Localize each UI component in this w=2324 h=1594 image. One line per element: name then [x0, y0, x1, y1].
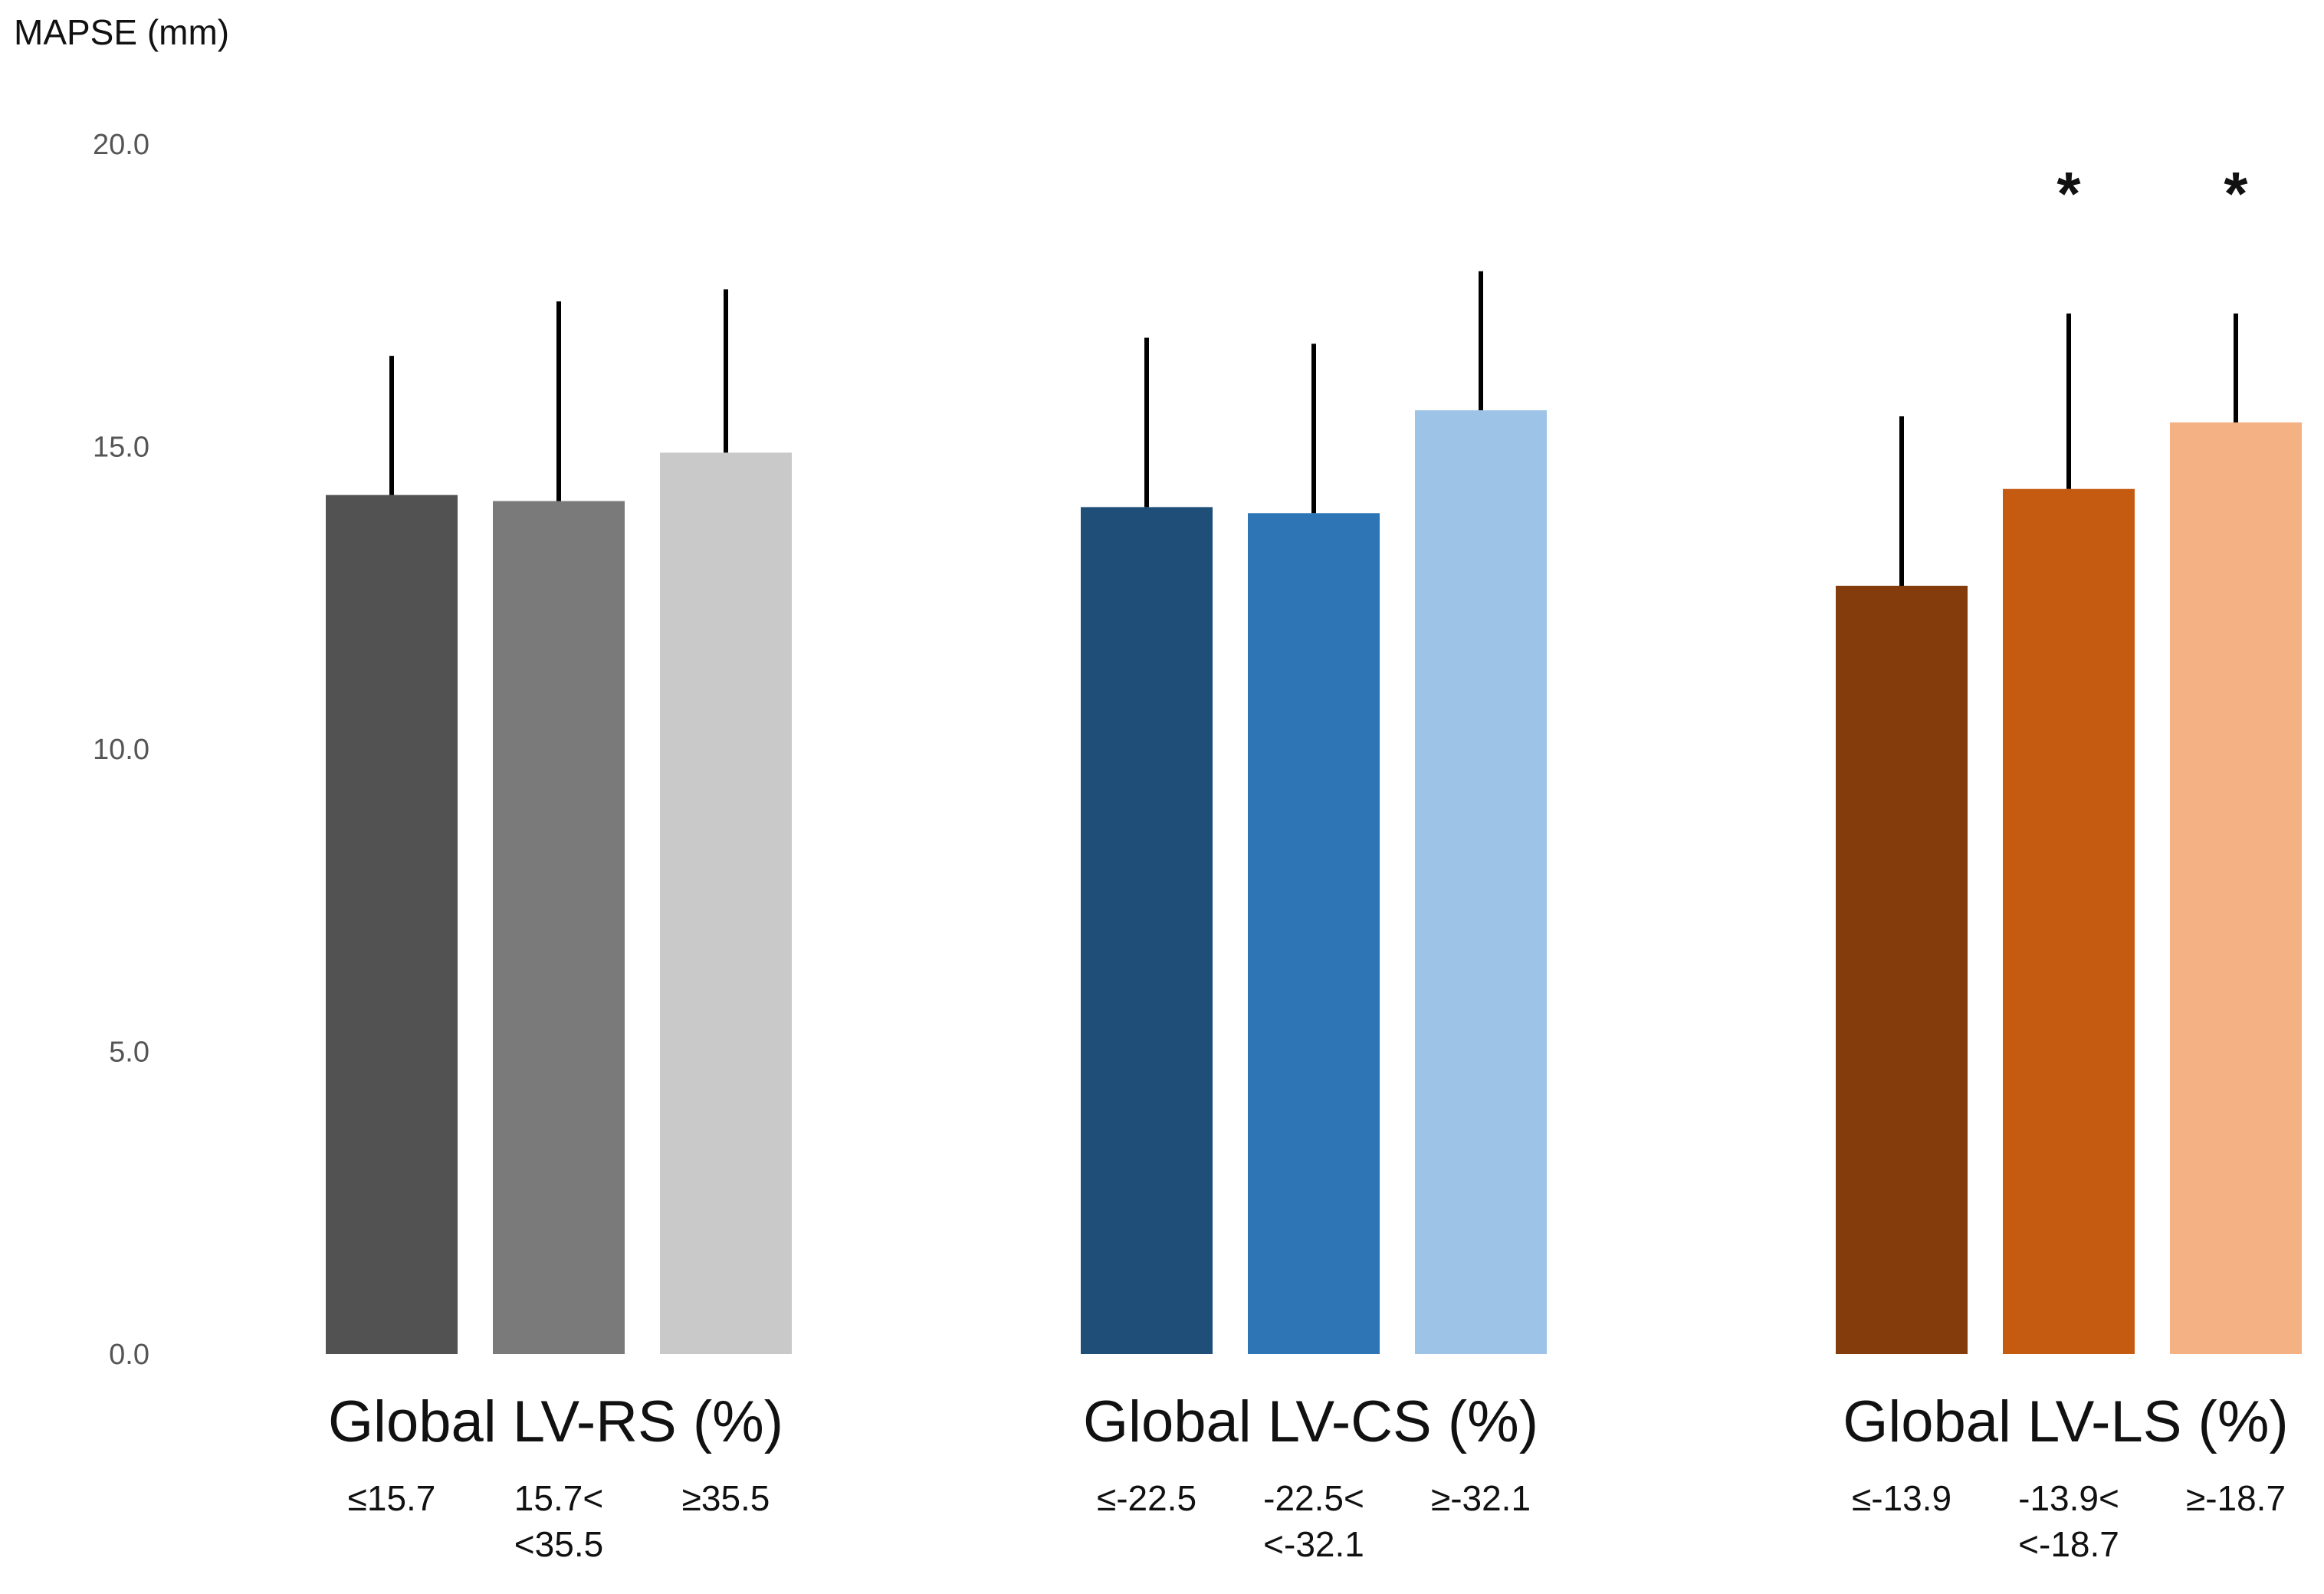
bar [1415, 410, 1547, 1355]
group-title: Global LV-LS (%) [1843, 1389, 2289, 1454]
group-title: Global LV-RS (%) [328, 1389, 783, 1454]
y-tick-label: 10.0 [93, 734, 149, 766]
category-labels: Global LV-RS (%) ≤15.7 15.7< <35.5 ≥35.5 Glob… [328, 159, 2289, 1564]
bar [1248, 513, 1380, 1354]
y-tick-label: 20.0 [93, 129, 149, 161]
significance-marker: * [2056, 159, 2081, 228]
bar [660, 452, 792, 1354]
bar-series [326, 410, 2302, 1355]
bar [1081, 507, 1213, 1354]
category-label: -13.9< [2018, 1478, 2119, 1518]
group-title: Global LV-CS (%) [1083, 1389, 1538, 1454]
significance-marker: * [2224, 159, 2248, 228]
category-label: <-32.1 [1263, 1524, 1364, 1564]
y-tick-label: 5.0 [109, 1037, 149, 1069]
bar [493, 501, 625, 1354]
category-label: -22.5< [1263, 1478, 1364, 1518]
category-label: <35.5 [514, 1524, 603, 1564]
bar [2003, 488, 2135, 1354]
category-label: ≥35.5 [682, 1478, 770, 1518]
bar [1836, 585, 1968, 1354]
category-label: ≤-22.5 [1097, 1478, 1196, 1518]
y-tick-label: 0.0 [109, 1339, 149, 1371]
bar [2170, 422, 2302, 1355]
error-bars [389, 271, 2238, 586]
category-label: ≤-13.9 [1852, 1478, 1951, 1518]
category-label: ≥-18.7 [2186, 1478, 2286, 1518]
bar [326, 495, 458, 1354]
category-label: ≥-32.1 [1431, 1478, 1531, 1518]
y-tick-labels: 0.0 5.0 10.0 15.0 20.0 [93, 129, 149, 1371]
y-axis-label: MAPSE (mm) [14, 12, 229, 52]
category-label: ≤15.7 [348, 1478, 436, 1518]
category-label: 15.7< [514, 1478, 603, 1518]
y-tick-label: 15.0 [93, 432, 149, 464]
category-label: <-18.7 [2018, 1524, 2119, 1564]
